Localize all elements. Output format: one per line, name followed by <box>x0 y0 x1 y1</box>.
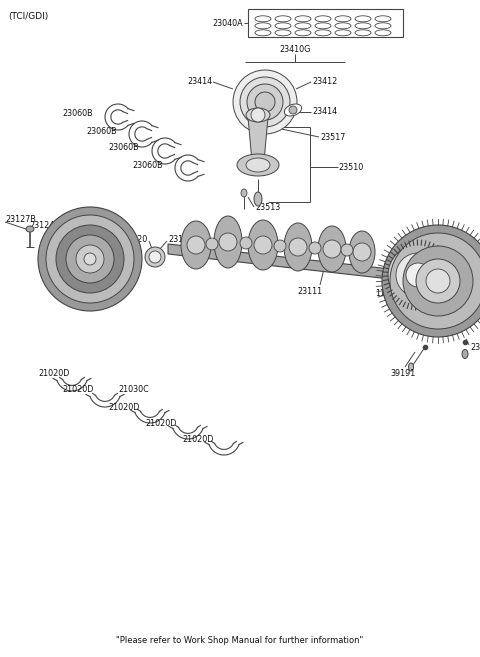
Circle shape <box>388 245 448 305</box>
Circle shape <box>403 246 473 316</box>
Text: (TCI/GDI): (TCI/GDI) <box>8 12 48 21</box>
Polygon shape <box>168 244 390 279</box>
Text: 21020D: 21020D <box>108 403 139 411</box>
Text: 23513: 23513 <box>255 202 280 212</box>
Circle shape <box>254 236 272 254</box>
Ellipse shape <box>26 226 34 232</box>
Circle shape <box>255 92 275 112</box>
Text: 21020D: 21020D <box>62 384 94 394</box>
Text: 23124B: 23124B <box>29 221 60 229</box>
Text: 23412: 23412 <box>312 78 337 87</box>
Ellipse shape <box>237 154 279 176</box>
Circle shape <box>219 233 237 251</box>
Circle shape <box>251 108 265 122</box>
Text: 23127B: 23127B <box>5 214 36 223</box>
Circle shape <box>38 207 142 311</box>
Circle shape <box>323 240 341 258</box>
Circle shape <box>56 225 124 293</box>
Circle shape <box>206 238 218 250</box>
Text: 23517: 23517 <box>320 133 346 141</box>
Ellipse shape <box>248 220 278 270</box>
Circle shape <box>289 238 307 256</box>
Text: 23120: 23120 <box>123 235 148 244</box>
Text: 23410G: 23410G <box>279 45 311 55</box>
Circle shape <box>386 260 410 284</box>
Text: 23200B: 23200B <box>460 252 480 261</box>
Ellipse shape <box>349 231 375 273</box>
Circle shape <box>396 253 440 297</box>
Bar <box>248 9 403 37</box>
Circle shape <box>187 236 205 254</box>
Text: 23060B: 23060B <box>62 110 93 118</box>
Ellipse shape <box>318 226 346 272</box>
Ellipse shape <box>181 221 211 269</box>
Text: 23414: 23414 <box>312 108 337 116</box>
Circle shape <box>341 244 353 256</box>
Ellipse shape <box>284 223 312 271</box>
Circle shape <box>289 106 297 114</box>
Circle shape <box>309 242 321 254</box>
Circle shape <box>233 70 297 134</box>
Circle shape <box>416 259 460 303</box>
Circle shape <box>391 265 405 279</box>
Text: 23040A: 23040A <box>212 18 243 28</box>
Polygon shape <box>248 117 268 162</box>
Circle shape <box>274 240 286 252</box>
Ellipse shape <box>284 104 301 116</box>
Circle shape <box>66 235 114 283</box>
Text: 39190A: 39190A <box>408 298 439 307</box>
Text: 23111: 23111 <box>298 287 323 296</box>
Text: 23414: 23414 <box>187 78 212 87</box>
Circle shape <box>149 251 161 263</box>
Text: 23510: 23510 <box>338 162 363 171</box>
Text: 24340: 24340 <box>103 271 128 279</box>
Circle shape <box>240 77 290 127</box>
Text: 21020D: 21020D <box>145 419 176 428</box>
Text: 23125: 23125 <box>168 235 193 244</box>
Circle shape <box>240 237 252 249</box>
Circle shape <box>390 233 480 329</box>
Ellipse shape <box>241 189 247 197</box>
Text: 23060B: 23060B <box>132 160 163 170</box>
Text: "Please refer to Work Shop Manual for further information": "Please refer to Work Shop Manual for fu… <box>116 636 364 645</box>
Ellipse shape <box>246 108 270 122</box>
Circle shape <box>382 225 480 337</box>
Circle shape <box>145 247 165 267</box>
Ellipse shape <box>254 192 262 206</box>
Text: 23060B: 23060B <box>108 143 139 152</box>
Text: 23060B: 23060B <box>86 127 117 135</box>
Circle shape <box>247 84 283 120</box>
Ellipse shape <box>408 363 413 371</box>
Circle shape <box>353 243 371 261</box>
Circle shape <box>76 245 104 273</box>
Text: 21030C: 21030C <box>118 384 149 394</box>
Text: 11304B: 11304B <box>375 289 405 298</box>
Circle shape <box>84 253 96 265</box>
Circle shape <box>406 263 430 287</box>
Circle shape <box>426 269 450 293</box>
Text: 21020D: 21020D <box>38 369 70 378</box>
Ellipse shape <box>214 216 242 268</box>
Text: 39191: 39191 <box>390 369 416 378</box>
Ellipse shape <box>246 158 270 172</box>
Circle shape <box>46 215 134 303</box>
Text: 21020D: 21020D <box>182 434 214 443</box>
Ellipse shape <box>462 350 468 359</box>
Text: 23311A: 23311A <box>470 342 480 351</box>
